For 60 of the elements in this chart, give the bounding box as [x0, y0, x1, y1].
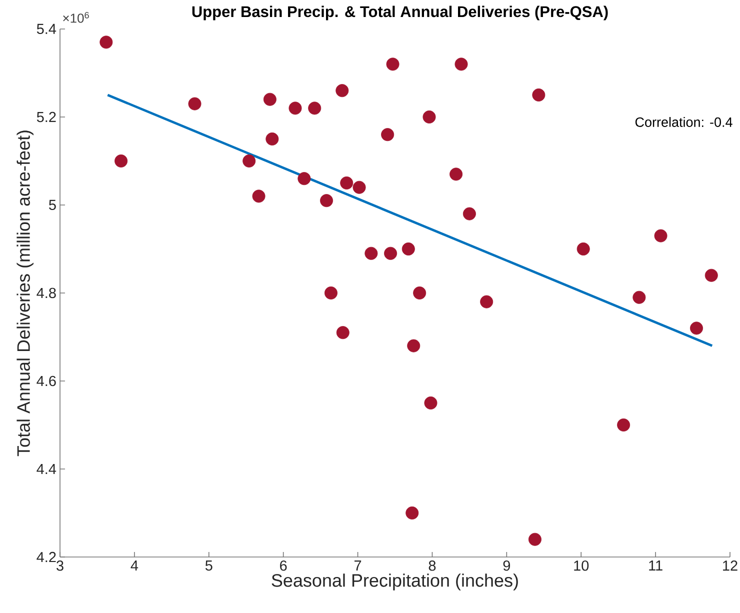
point	[384, 246, 398, 260]
x-tick-label: 4	[130, 560, 138, 570]
point	[576, 242, 590, 256]
point	[336, 84, 349, 98]
point	[263, 92, 276, 106]
point	[288, 102, 302, 115]
x-tick-label: 12	[723, 560, 738, 571]
point	[308, 102, 322, 115]
point	[413, 286, 426, 300]
point	[188, 97, 202, 110]
point	[532, 88, 546, 102]
point	[407, 339, 420, 352]
point	[462, 207, 476, 220]
point	[340, 176, 354, 190]
y-tick-label: 4.4	[36, 464, 56, 474]
point	[336, 326, 350, 340]
x-tick-label: 7	[354, 560, 362, 570]
y-axis-title: Total Annual Deliveries (million acre-feet)	[16, 130, 34, 456]
point	[654, 229, 668, 242]
annotation: Correlation: -0.4	[635, 117, 732, 127]
point	[450, 168, 463, 181]
y-tick-label: 4.2	[36, 552, 56, 562]
point	[402, 242, 415, 256]
x-tick-label: 3	[56, 560, 64, 571]
point	[114, 154, 128, 168]
x-tick-label: 8	[428, 560, 436, 571]
point	[364, 246, 378, 260]
point	[454, 58, 468, 71]
point	[424, 396, 438, 410]
x-tick-label: 11	[649, 560, 662, 570]
point	[252, 190, 266, 203]
text: ×10$^{6}$	[63, 12, 89, 23]
point	[320, 194, 334, 208]
point	[100, 36, 113, 49]
chart-title: Upper Basin Precip. & Total Annual Deliveries (Pre-QSA)	[192, 6, 608, 20]
y-tick-label: 4.6	[36, 376, 56, 386]
y-tick-label: 4.8	[36, 288, 56, 298]
x-axis-title: Seasonal Precipitation (inches)	[272, 574, 518, 590]
point	[324, 286, 338, 300]
point	[298, 172, 311, 186]
point	[406, 506, 419, 520]
point	[528, 532, 542, 546]
point	[617, 418, 630, 432]
point	[632, 290, 646, 304]
y-tick-label: 5	[49, 200, 56, 210]
point	[386, 58, 400, 71]
point	[690, 322, 703, 335]
x-tick-label: 9	[503, 560, 510, 571]
x-tick-label: 5	[205, 560, 212, 571]
point	[352, 180, 366, 194]
point	[704, 268, 718, 282]
point	[266, 132, 279, 146]
y-tick-label: 5.2	[36, 112, 56, 122]
x-tick-label: 10	[574, 560, 589, 571]
point	[480, 295, 494, 308]
y-tick-label: 5.4	[36, 24, 56, 34]
point	[422, 110, 436, 124]
point	[242, 154, 256, 168]
x-tick-label: 6	[280, 560, 287, 571]
point	[381, 128, 394, 142]
